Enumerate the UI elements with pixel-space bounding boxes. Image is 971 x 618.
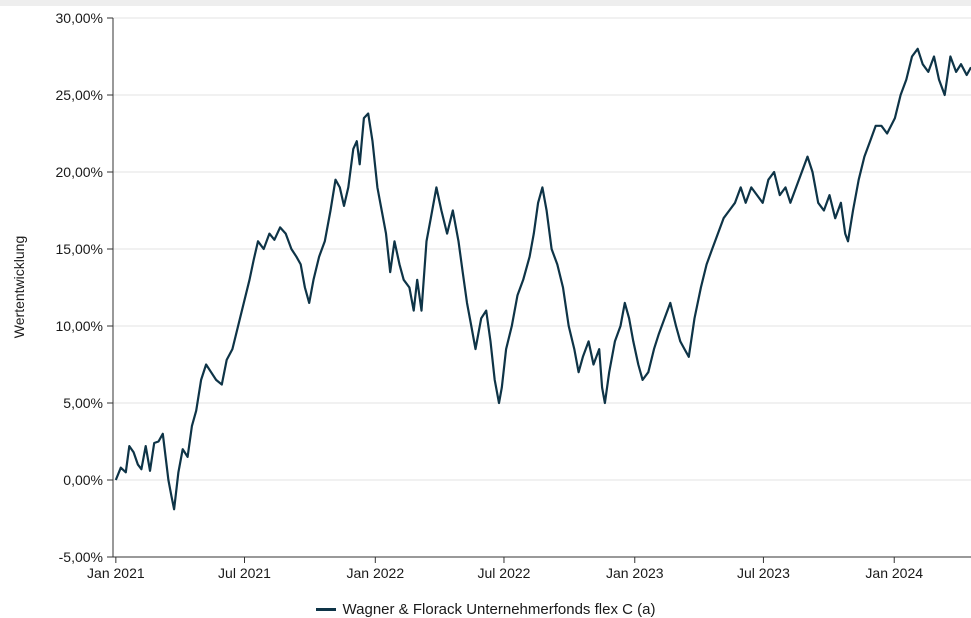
x-tick-label: Jan 2024 xyxy=(865,565,923,581)
y-axis-title: Wertentwicklung xyxy=(11,236,27,338)
y-tick-label: 25,00% xyxy=(56,87,103,103)
y-tick-labels: -5,00% 0,00% 5,00% 10,00% 15,00% 20,00% 25,00%… xyxy=(56,10,103,565)
grid-lines xyxy=(107,17,971,558)
legend: Wagner & Florack Unternehmerfonds flex C… xyxy=(0,600,971,618)
x-tick-label: Jan 2021 xyxy=(87,565,145,581)
y-tick-label: 5,00% xyxy=(63,395,103,411)
legend-label: Wagner & Florack Unternehmerfonds flex C… xyxy=(342,600,656,618)
series-lines xyxy=(114,47,971,511)
x-tick-label: Jul 2023 xyxy=(737,565,790,581)
x-tick-labels: Jan 2021 Jul 2021 Jan 2022 Jul 2022 Jan 2023… xyxy=(87,565,923,581)
series-line xyxy=(114,47,971,511)
y-tick-label: 15,00% xyxy=(56,241,103,257)
performance-chart: -5,00% 0,00% 5,00% 10,00% 15,00% 20,00% 25,00%… xyxy=(11,10,971,581)
y-tick-label: 20,00% xyxy=(56,164,103,180)
top-bar xyxy=(0,0,971,6)
x-tick-label: Jul 2022 xyxy=(478,565,531,581)
y-tick-label: 10,00% xyxy=(56,318,103,334)
x-tick-label: Jul 2021 xyxy=(218,565,271,581)
x-tick-label: Jan 2022 xyxy=(347,565,405,581)
y-tick-label: -5,00% xyxy=(59,549,103,565)
y-tick-label: 30,00% xyxy=(56,10,103,26)
legend-swatch xyxy=(315,607,336,611)
x-tick-label: Jan 2023 xyxy=(606,565,664,581)
y-tick-label: 0,00% xyxy=(63,472,103,488)
axes xyxy=(112,18,971,563)
